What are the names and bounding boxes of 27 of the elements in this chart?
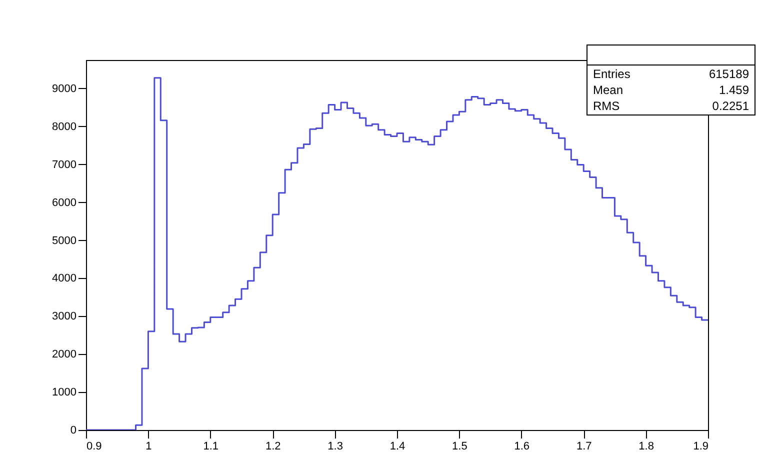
annotation: Entries [593, 67, 630, 81]
x-tick-label: 1.7 [576, 440, 592, 452]
y-tick-label: 3000 [52, 310, 76, 323]
y-tick-label: 6000 [52, 196, 76, 209]
x-tick-label: 1.8 [638, 440, 654, 452]
x-tick-label: 1.6 [514, 440, 530, 452]
x-tick-label: 1.5 [452, 440, 468, 452]
x-tick-label: 1.3 [328, 440, 343, 452]
y-tick-label: 2000 [52, 348, 76, 361]
x-tick-label: 1.2 [265, 440, 281, 452]
y-tick-label: 0 [70, 424, 76, 436]
x-tick-label: 0.9 [86, 440, 102, 452]
y-tick-label: 8000 [52, 120, 76, 133]
text: 0.2251 [712, 99, 750, 113]
text: 1.459 [718, 83, 750, 97]
y-tick-label: 4000 [52, 272, 76, 285]
y-tick-label: 1000 [52, 386, 76, 399]
annotation: Mean [593, 83, 624, 97]
x-tick-label: 1.1 [203, 440, 219, 452]
y-tick-label: 9000 [52, 82, 76, 95]
x-tick-label: 1.9 [693, 440, 708, 452]
annotation: RMS [593, 99, 620, 113]
y-tick-label: 7000 [52, 158, 76, 171]
text: 615189 [708, 67, 750, 81]
y-tick-label: 5000 [52, 234, 76, 247]
x-tick-label: 1 [146, 440, 152, 452]
x-tick-label: 1.4 [390, 440, 406, 452]
